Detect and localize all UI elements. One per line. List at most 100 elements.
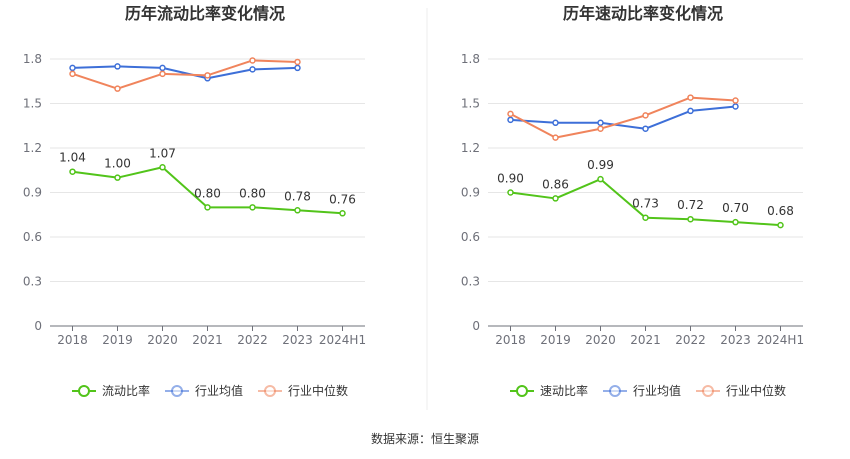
data-point-main <box>552 195 559 202</box>
data-point-median <box>687 94 694 101</box>
y-tick-label: 0.9 <box>23 186 42 200</box>
x-tick-label: 2023 <box>720 333 751 347</box>
data-point-main <box>249 204 256 211</box>
x-tick-label: 2024H1 <box>319 333 366 347</box>
y-tick-label: 0.6 <box>461 230 480 244</box>
series-line-avg <box>510 105 736 130</box>
data-point-main <box>159 164 166 171</box>
data-point-avg <box>642 125 649 132</box>
y-tick-label: 0 <box>34 319 42 333</box>
y-tick-label: 0.6 <box>23 230 42 244</box>
legend-label-avg: 行业均值 <box>633 383 681 398</box>
y-tick-label: 0.3 <box>461 275 480 289</box>
data-point-median <box>597 125 604 132</box>
legend-label-median: 行业中位数 <box>288 383 348 398</box>
x-tick-label: 2022 <box>237 333 268 347</box>
y-tick-label: 0.9 <box>461 186 480 200</box>
x-tick-label: 2021 <box>192 333 223 347</box>
x-tick-label: 2020 <box>585 333 616 347</box>
data-point-median <box>642 112 649 119</box>
data-label: 0.90 <box>497 172 524 186</box>
legend-label-main: 速动比率 <box>540 383 588 398</box>
data-point-avg <box>732 103 739 110</box>
x-tick-label: 2024H1 <box>757 333 804 347</box>
data-point-main <box>642 214 649 221</box>
data-label: 0.80 <box>194 186 221 200</box>
data-point-main <box>597 175 604 183</box>
data-point-avg <box>69 64 76 72</box>
data-point-main <box>69 168 76 175</box>
data-label: 1.07 <box>149 146 176 160</box>
data-point-main <box>777 221 784 229</box>
data-point-main <box>204 204 211 211</box>
y-tick-label: 1.2 <box>461 141 480 155</box>
y-tick-label: 1.5 <box>461 97 480 111</box>
current-ratio-chart: 历年流动比率变化情况 0 0.3 0.6 0.9 1.2 1.5 1.8 2018 2019 202… <box>23 4 366 398</box>
data-label: 0.68 <box>767 204 794 218</box>
y-tick-label: 0 <box>472 319 480 333</box>
y-tick-label: 1.5 <box>23 97 42 111</box>
legend-marker-main <box>78 385 90 397</box>
data-point-main <box>687 215 694 223</box>
x-tick-label: 2018 <box>57 333 88 347</box>
y-tick-label: 0.3 <box>23 275 42 289</box>
legend-label-main: 流动比率 <box>102 383 150 398</box>
data-point-main <box>732 218 739 226</box>
x-tick-label: 2018 <box>495 333 526 347</box>
data-label: 1.04 <box>59 151 86 165</box>
series-line-avg <box>72 65 298 80</box>
legend-label-median: 行业中位数 <box>726 383 786 398</box>
data-label: 0.86 <box>542 177 569 191</box>
y-tick-label: 1.2 <box>23 141 42 155</box>
legend-marker-median <box>264 385 276 397</box>
data-point-median <box>294 58 301 66</box>
x-tick-label: 2019 <box>540 333 571 347</box>
data-point-avg <box>597 119 604 127</box>
y-tick-label: 1.8 <box>461 52 480 66</box>
x-tick-label: 2019 <box>102 333 133 347</box>
data-point-avg <box>507 116 514 124</box>
data-point-main <box>339 210 346 217</box>
legend-marker-avg <box>171 385 183 397</box>
data-point-median <box>69 70 76 78</box>
data-point-avg <box>687 107 694 115</box>
data-label: 0.76 <box>329 192 356 206</box>
series-line-median <box>510 96 736 139</box>
data-point-main <box>294 207 301 214</box>
data-point-avg <box>249 66 256 73</box>
data-label: 0.80 <box>239 186 266 200</box>
legend-label-avg: 行业均值 <box>195 383 243 398</box>
source-note: 数据来源：恒生聚源 <box>371 431 479 446</box>
data-label: 1.00 <box>104 157 131 171</box>
data-label: 0.70 <box>722 201 749 215</box>
data-point-median <box>114 85 121 92</box>
data-point-main <box>507 189 514 196</box>
y-tick-label: 1.8 <box>23 52 42 66</box>
data-label: 0.78 <box>284 189 311 203</box>
chart-title: 历年速动比率变化情况 <box>563 4 723 23</box>
legend-marker-median <box>702 385 714 397</box>
data-point-median <box>204 72 211 79</box>
x-tick-label: 2021 <box>630 333 661 347</box>
quick-ratio-chart: 历年速动比率变化情况 0 0.3 0.6 0.9 1.2 1.5 1.8 2018 2019 202… <box>461 4 804 398</box>
data-point-median <box>249 57 256 64</box>
data-point-median <box>507 110 514 118</box>
data-point-median <box>552 134 559 141</box>
x-tick-label: 2023 <box>282 333 313 347</box>
x-tick-label: 2020 <box>147 333 178 347</box>
data-point-avg <box>159 64 166 72</box>
data-label: 0.73 <box>632 197 659 211</box>
data-point-avg <box>552 119 559 127</box>
data-point-avg <box>294 64 301 72</box>
legend-marker-avg <box>609 385 621 397</box>
data-label: 0.99 <box>587 158 614 172</box>
x-tick-label: 2022 <box>675 333 706 347</box>
data-label: 0.72 <box>677 198 704 212</box>
data-point-median <box>732 97 739 104</box>
data-point-main <box>114 174 121 181</box>
legend-marker-main <box>516 385 528 397</box>
data-point-median <box>159 70 166 78</box>
chart-title: 历年流动比率变化情况 <box>125 4 285 23</box>
series-line-median <box>72 59 298 90</box>
